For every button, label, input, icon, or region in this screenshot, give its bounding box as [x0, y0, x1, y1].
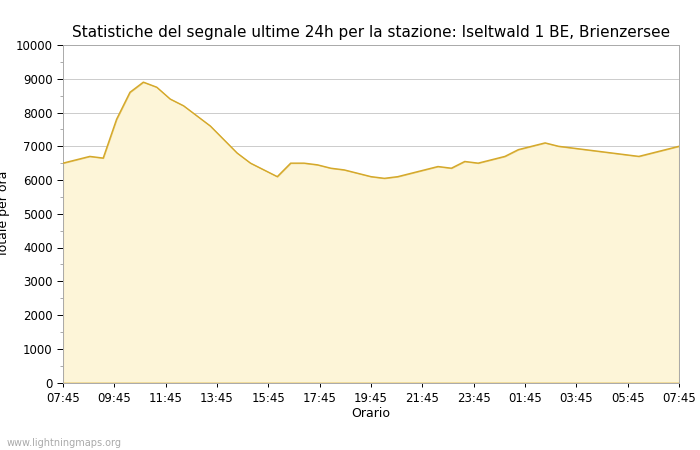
- Title: Statistiche del segnale ultime 24h per la stazione: Iseltwald 1 BE, Brienzersee: Statistiche del segnale ultime 24h per l…: [72, 25, 670, 40]
- Y-axis label: Totale per ora: Totale per ora: [0, 171, 10, 257]
- Legend: Media segnale per stazione, Segnale stazione: Iseltwald 1 BE, Brienzersee: Media segnale per stazione, Segnale staz…: [63, 449, 580, 450]
- Text: www.lightningmaps.org: www.lightningmaps.org: [7, 438, 122, 448]
- X-axis label: Orario: Orario: [351, 407, 391, 420]
